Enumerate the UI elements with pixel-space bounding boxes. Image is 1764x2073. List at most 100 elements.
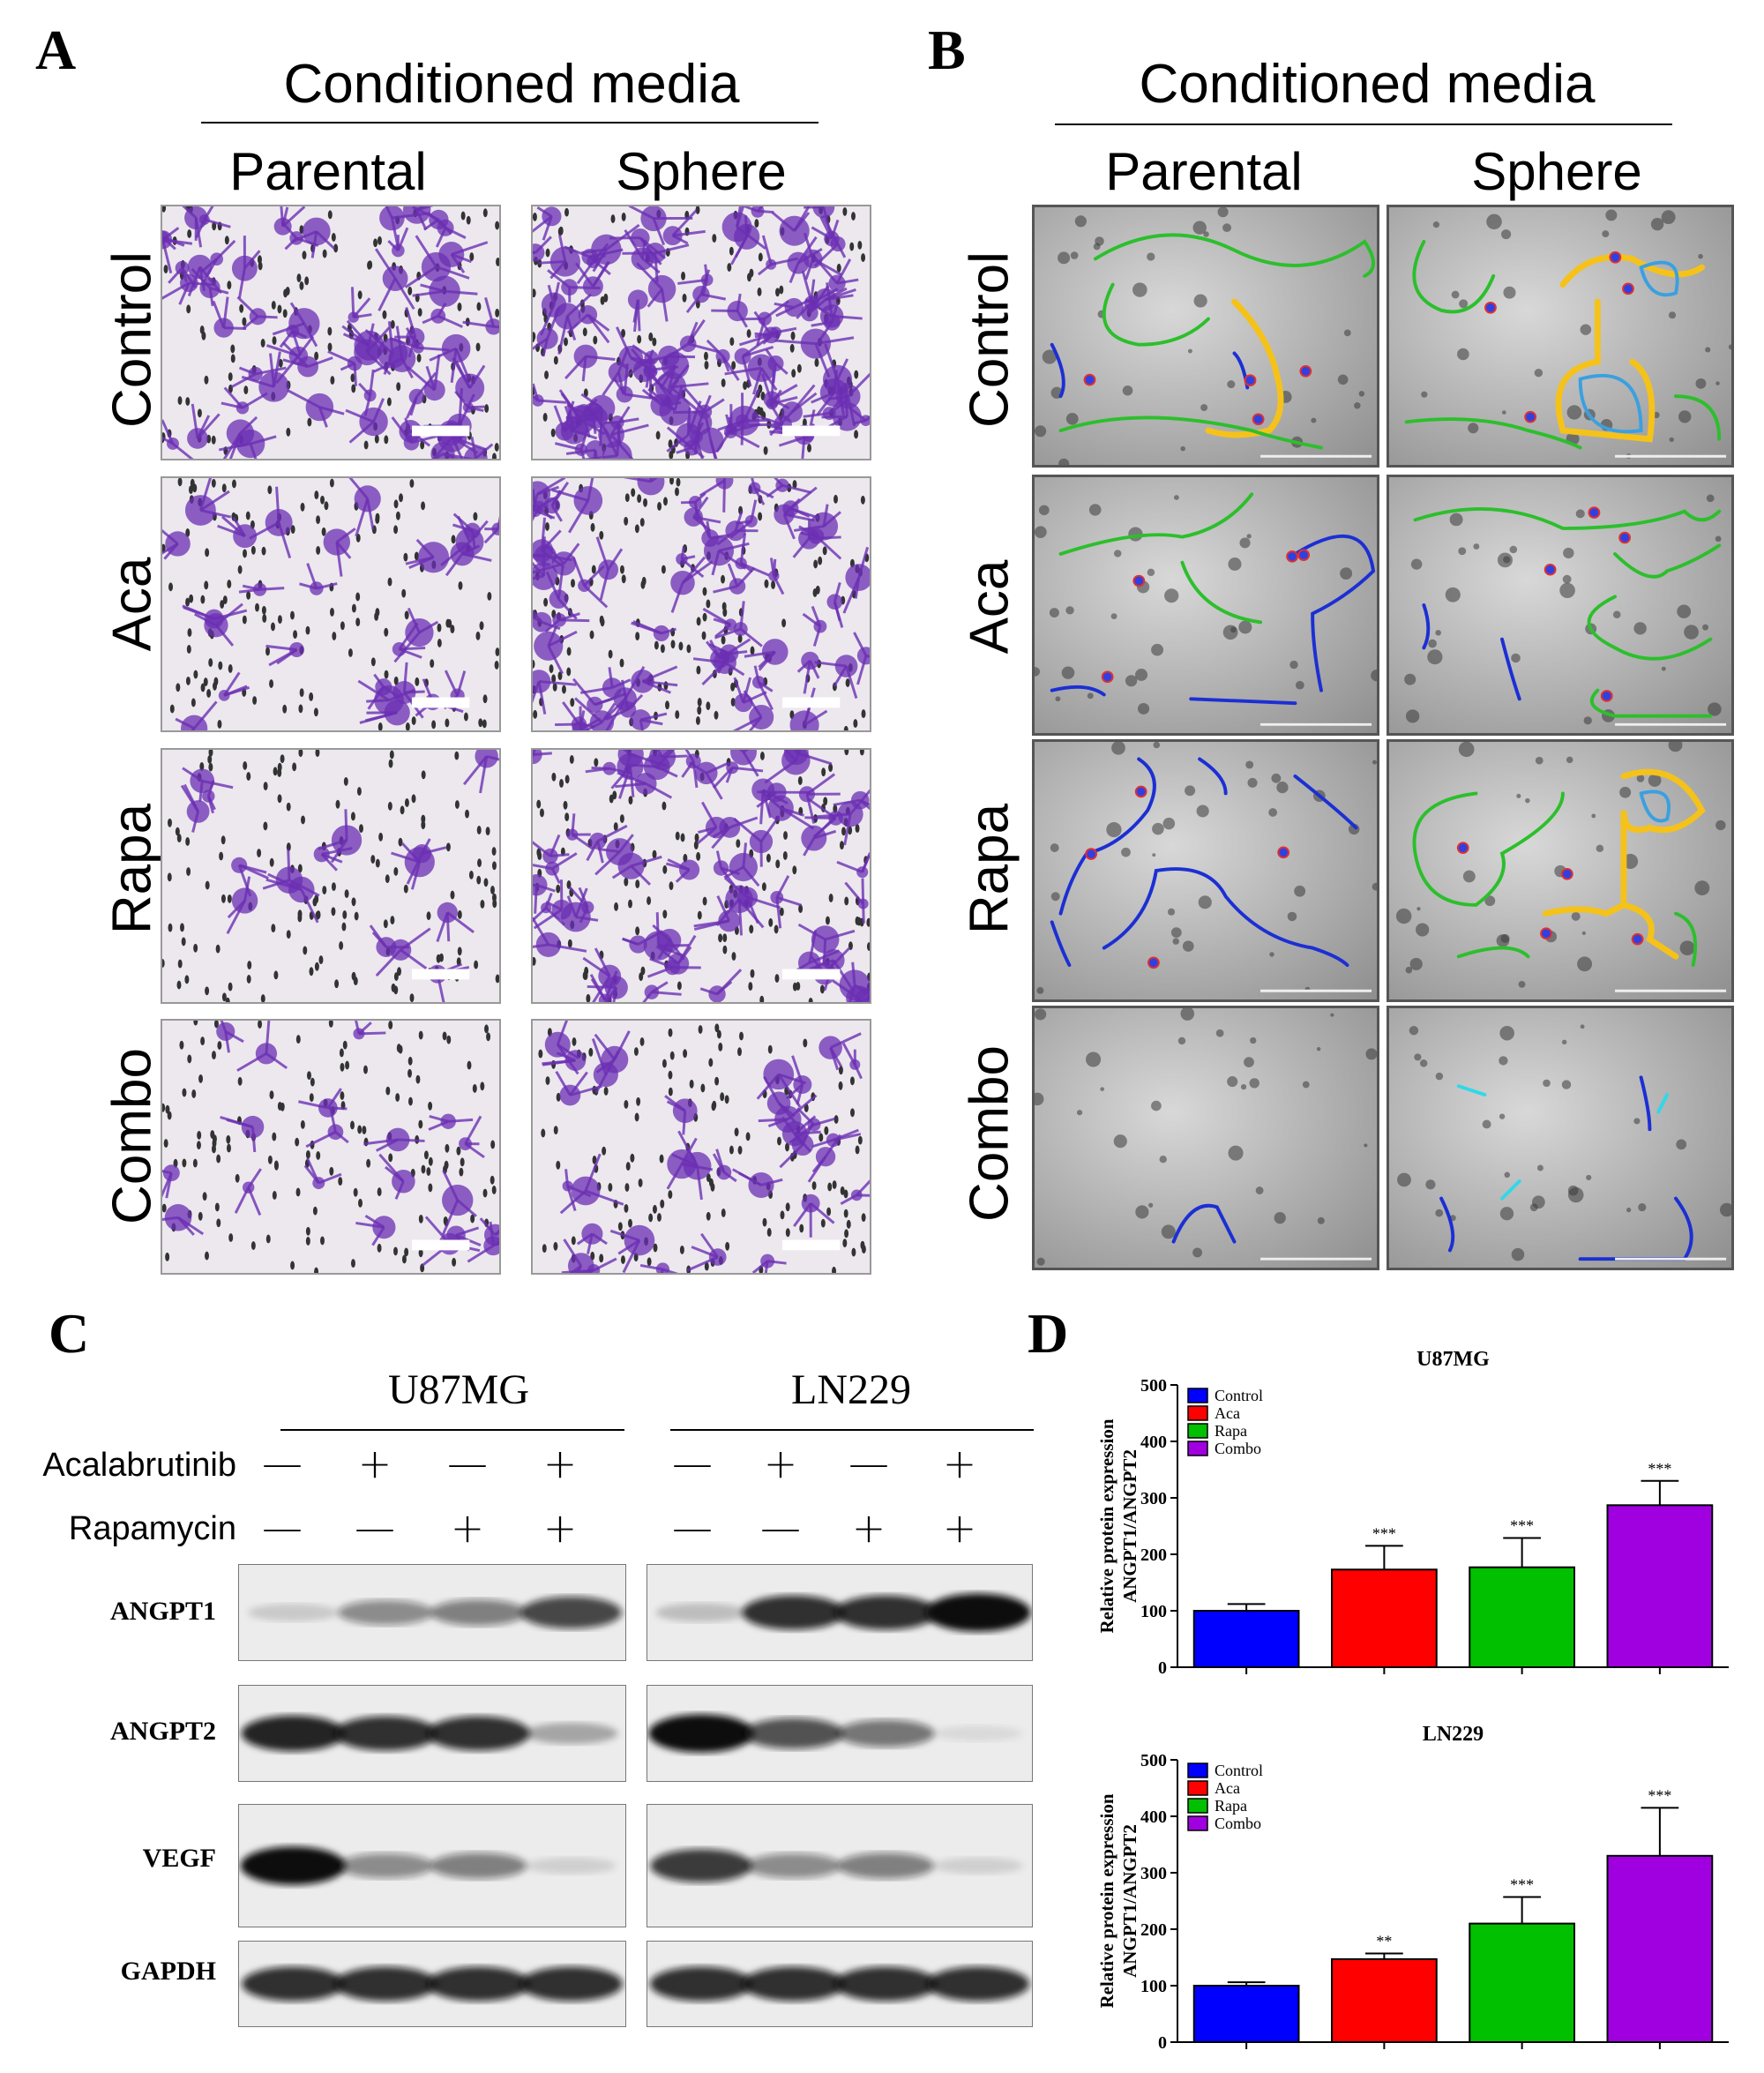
transwell-image-control-sphere (531, 205, 871, 460)
junction-node (1086, 849, 1096, 859)
band (927, 1967, 1029, 2002)
band (427, 1716, 529, 1750)
ln229-bar-combo (1608, 1856, 1713, 2042)
overlay-segments (1104, 285, 1208, 345)
ln229-ytick-label: 300 (1140, 1864, 1167, 1883)
sign-acalabrutinib-lane-3: — (441, 1440, 494, 1487)
band (334, 1967, 437, 2002)
band (834, 1967, 937, 2002)
u87mg-title: U87MG (1416, 1348, 1490, 1371)
band (519, 1967, 622, 2002)
ln229-legend-label: Rapa (1215, 1797, 1247, 1815)
junction-node (1545, 565, 1556, 575)
transwell-image-aca-parental (161, 476, 501, 732)
u87mg-legend-swatch (1188, 1441, 1207, 1456)
overlay-segments (1095, 235, 1373, 276)
band (744, 1718, 843, 1749)
overlay-segments (1061, 417, 1321, 447)
overlay-isolated (1658, 1095, 1667, 1112)
junction-node (1619, 533, 1630, 543)
band (430, 1599, 527, 1625)
u87mg-legend-swatch (1188, 1388, 1207, 1403)
band (650, 1967, 752, 2002)
blot-vegf-ln229 (647, 1804, 1033, 1927)
overlay-meshes (1563, 257, 1702, 284)
junction-node (1623, 283, 1633, 294)
overlay-segments (1414, 242, 1493, 311)
scale-bar (412, 698, 469, 708)
transwell-image-aca-sphere (531, 476, 871, 732)
u87mg-bar-aca (1332, 1569, 1437, 1667)
u87mg-ytick-label: 400 (1140, 1433, 1167, 1452)
u87mg-significance: *** (1372, 1524, 1396, 1542)
ln229-bar-rapa (1469, 1924, 1574, 2042)
tube-image-aca-sphere (1387, 475, 1734, 736)
overlay-branches (1581, 1199, 1692, 1260)
u87mg-legend-label: Combo (1215, 1440, 1261, 1457)
sign-acalabrutinib-lane-1: — (256, 1440, 309, 1487)
sign-rapamycin-lane-1: — (256, 1504, 309, 1552)
overlay-branches (1295, 776, 1356, 827)
band (242, 1716, 345, 1751)
ln229-title: LN229 (1423, 1723, 1484, 1746)
band (520, 1597, 621, 1628)
overlay-branches (1424, 605, 1428, 647)
panel-a-row-aca: Aca (101, 558, 164, 652)
sign-rapamycin-lane-7: + (842, 1504, 895, 1552)
panel-a-row-control: Control (101, 251, 164, 428)
band (655, 1603, 747, 1621)
u87mg-significance: *** (1648, 1460, 1671, 1478)
overlay-branches (1502, 640, 1520, 700)
junction-node (1287, 551, 1297, 562)
band (430, 1852, 527, 1879)
u87mg-ylabel-line: Relative protein expression (1096, 1418, 1117, 1633)
u87mg-ytick-label: 200 (1140, 1545, 1167, 1565)
blot-gapdh-u87mg (238, 1941, 626, 2027)
ln229-rule (670, 1429, 1034, 1431)
junction-node (1298, 550, 1309, 560)
sign-acalabrutinib-lane-7: — (842, 1440, 895, 1487)
blot-gapdh-ln229 (647, 1941, 1033, 2027)
u87mg-legend-label: Aca (1215, 1404, 1240, 1422)
panel-d-letter: D (1028, 1301, 1068, 1366)
junction-node (1562, 869, 1573, 879)
ln229-legend-swatch (1188, 1799, 1207, 1813)
band (525, 1723, 618, 1744)
scale-bar (412, 1240, 469, 1251)
sign-acalabrutinib-lane-8: + (933, 1440, 986, 1487)
overlay-branches (1441, 1199, 1453, 1251)
junction-node (1253, 414, 1264, 424)
band (933, 1857, 1023, 1874)
panel-b-row-combo: Combo (959, 1045, 1021, 1222)
junction-node (1485, 303, 1496, 313)
overlay-branches (1061, 759, 1155, 913)
u87mg-significance: *** (1510, 1516, 1534, 1534)
junction-node (1541, 928, 1551, 939)
ln229-bar-aca (1332, 1959, 1437, 2042)
junction-node (1085, 375, 1095, 385)
panel-c-letter: C (49, 1301, 89, 1366)
transwell-image-rapa-parental (161, 748, 501, 1004)
transwell-image-combo-parental (161, 1019, 501, 1275)
panel-b-title-rule (1055, 123, 1672, 125)
overlay-isolated (1502, 1181, 1520, 1199)
overlay-segments (1676, 914, 1695, 965)
band (338, 1853, 434, 1878)
tube-image-rapa-parental (1032, 739, 1379, 1002)
panel-a-col-parental: Parental (161, 141, 496, 202)
band (834, 1595, 937, 1629)
panel-b-row-control: Control (959, 251, 1021, 428)
u87mg-bar-control (1194, 1611, 1299, 1667)
overlay-segments (1414, 793, 1563, 905)
cell-line-u87mg: U87MG (291, 1366, 626, 1414)
band (427, 1967, 529, 2002)
protein-label-vegf: VEGF (84, 1844, 216, 1874)
junction-node (1525, 412, 1536, 423)
overlay-segments (1061, 494, 1252, 554)
overlay-segments (1615, 545, 1719, 576)
u87mg-legend-swatch (1188, 1406, 1207, 1420)
blot-angpt2-ln229 (647, 1685, 1033, 1782)
ln229-ytick-label: 100 (1140, 1977, 1167, 1996)
ln229-legend-label: Control (1215, 1762, 1263, 1779)
